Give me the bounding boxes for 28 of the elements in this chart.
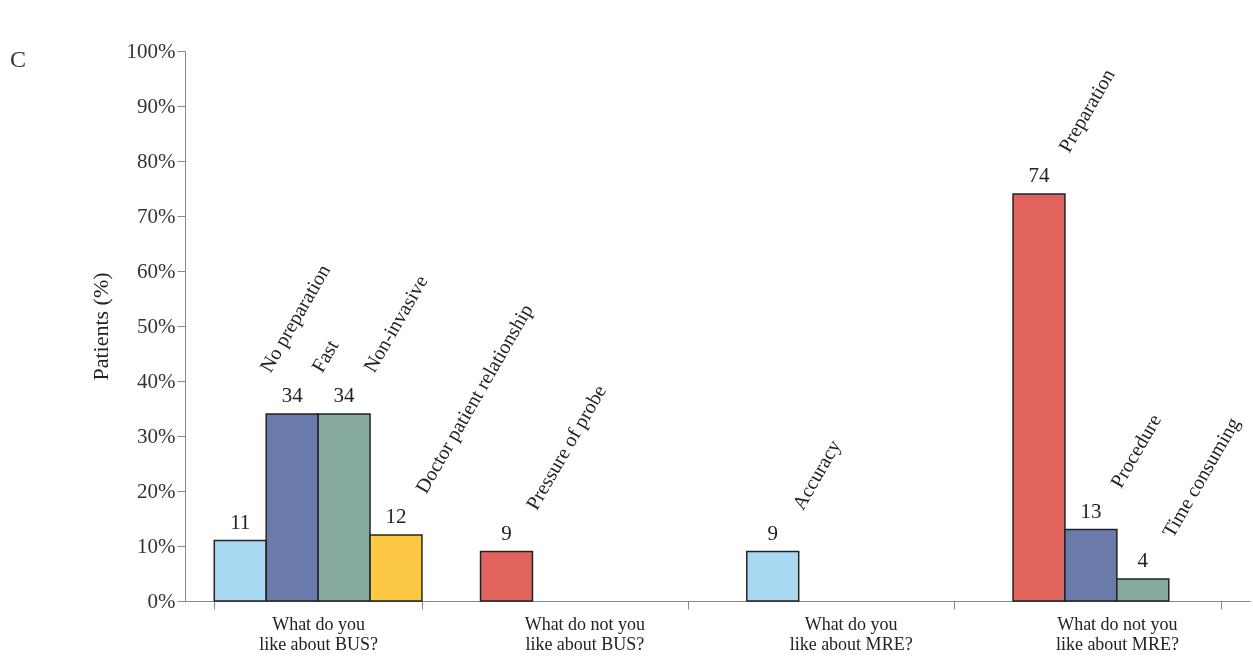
data-label: 34 [281, 383, 304, 407]
y-tick-label: 10% [137, 533, 176, 558]
bar [479, 550, 534, 602]
y-tick-label: 40% [137, 368, 176, 393]
y-tick-label: 0% [147, 588, 176, 613]
data-label: 34 [333, 383, 356, 407]
data-label: 4 [1137, 548, 1149, 572]
y-tick-label: 90% [137, 93, 176, 118]
x-tick-label: What do you like about MRE? [789, 613, 913, 654]
data-label: 13 [1080, 498, 1102, 523]
y-tick-label: 80% [137, 148, 176, 173]
y-tick-label: 70% [137, 203, 176, 228]
data-label: 9 [767, 520, 778, 545]
x-tick-label: What do you like about BUS? [259, 613, 379, 654]
y-tick-label: 20% [137, 478, 176, 503]
y-tick-label: 30% [137, 423, 176, 448]
x-tick-label: What do not you like about BUS? [524, 613, 646, 654]
data-label: 9 [501, 520, 512, 545]
data-label: 12 [385, 504, 407, 528]
y-tick-label: 50% [137, 313, 176, 338]
data-label: 11 [230, 509, 251, 534]
data-label: 74 [1028, 163, 1050, 187]
y-axis-title: Patients (%) [87, 272, 113, 381]
y-tick-label: 100% [126, 38, 176, 63]
y-tick-label: 60% [137, 258, 176, 283]
bar [746, 550, 800, 602]
x-tick-label: What do not you like about MRE? [1055, 613, 1179, 654]
chart-title: C [10, 46, 27, 72]
